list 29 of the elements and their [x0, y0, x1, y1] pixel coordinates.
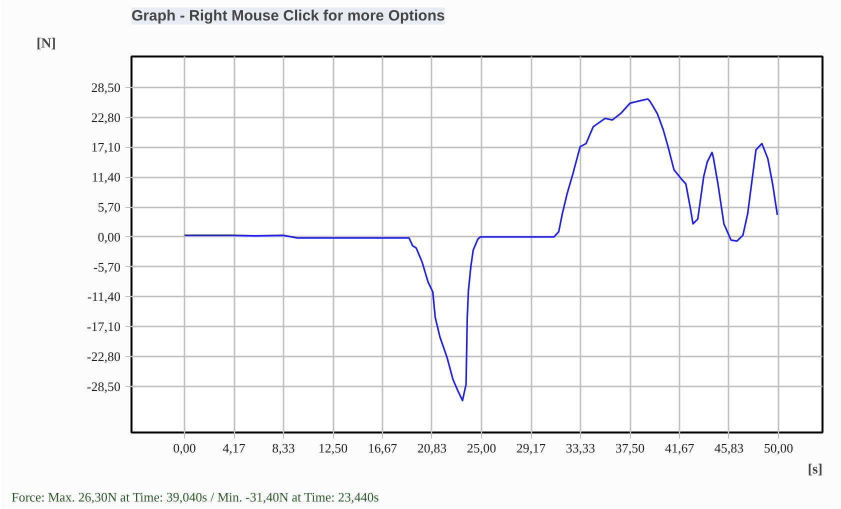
- y-tick-label: 22,80: [91, 110, 120, 125]
- x-tick-label: 4,17: [222, 440, 246, 456]
- line-series: [184, 98, 778, 402]
- y-tick-label: -17,10: [86, 319, 121, 334]
- x-tick-label: 16,67: [368, 440, 398, 456]
- y-tick-label: 11,40: [92, 170, 121, 185]
- text: Force: Max. 26,30N at Time: 39,040s / Min. -31,40N at Time: 23,440s: [12, 490, 379, 504]
- y-tick-label: -11,40: [87, 289, 121, 304]
- x-tick-label: 25,00: [466, 440, 496, 456]
- y-tick-label: 5,70: [98, 200, 120, 215]
- x-tick-label: 20,83: [417, 440, 447, 456]
- x-tick-label: 12,50: [318, 440, 348, 456]
- y-axis-title: [N]: [36, 36, 56, 52]
- x-tick-label: 0,00: [173, 440, 196, 456]
- x-tick-label: 45,83: [714, 440, 744, 456]
- x-tick-label: 41,67: [664, 440, 695, 456]
- x-axis-title: [s]: [808, 462, 823, 478]
- x-tick-label: 29,17: [516, 440, 546, 456]
- y-tick-label: -28,50: [86, 378, 121, 394]
- x-tick-label: 37,50: [615, 440, 645, 456]
- y-tick-label: 0,00: [98, 229, 120, 244]
- y-tick-label: -5,70: [93, 259, 121, 274]
- x-tick-label: 50,00: [764, 440, 794, 456]
- y-tick-label: -22,80: [86, 348, 121, 364]
- y-tick-label: 28,50: [91, 80, 120, 95]
- chart-title: Graph - Right Mouse Click for more Options: [132, 8, 445, 24]
- x-tick-label: 33,33: [566, 440, 596, 456]
- x-tick-label: 8,33: [272, 440, 295, 456]
- y-tick-label: 17,10: [91, 140, 120, 155]
